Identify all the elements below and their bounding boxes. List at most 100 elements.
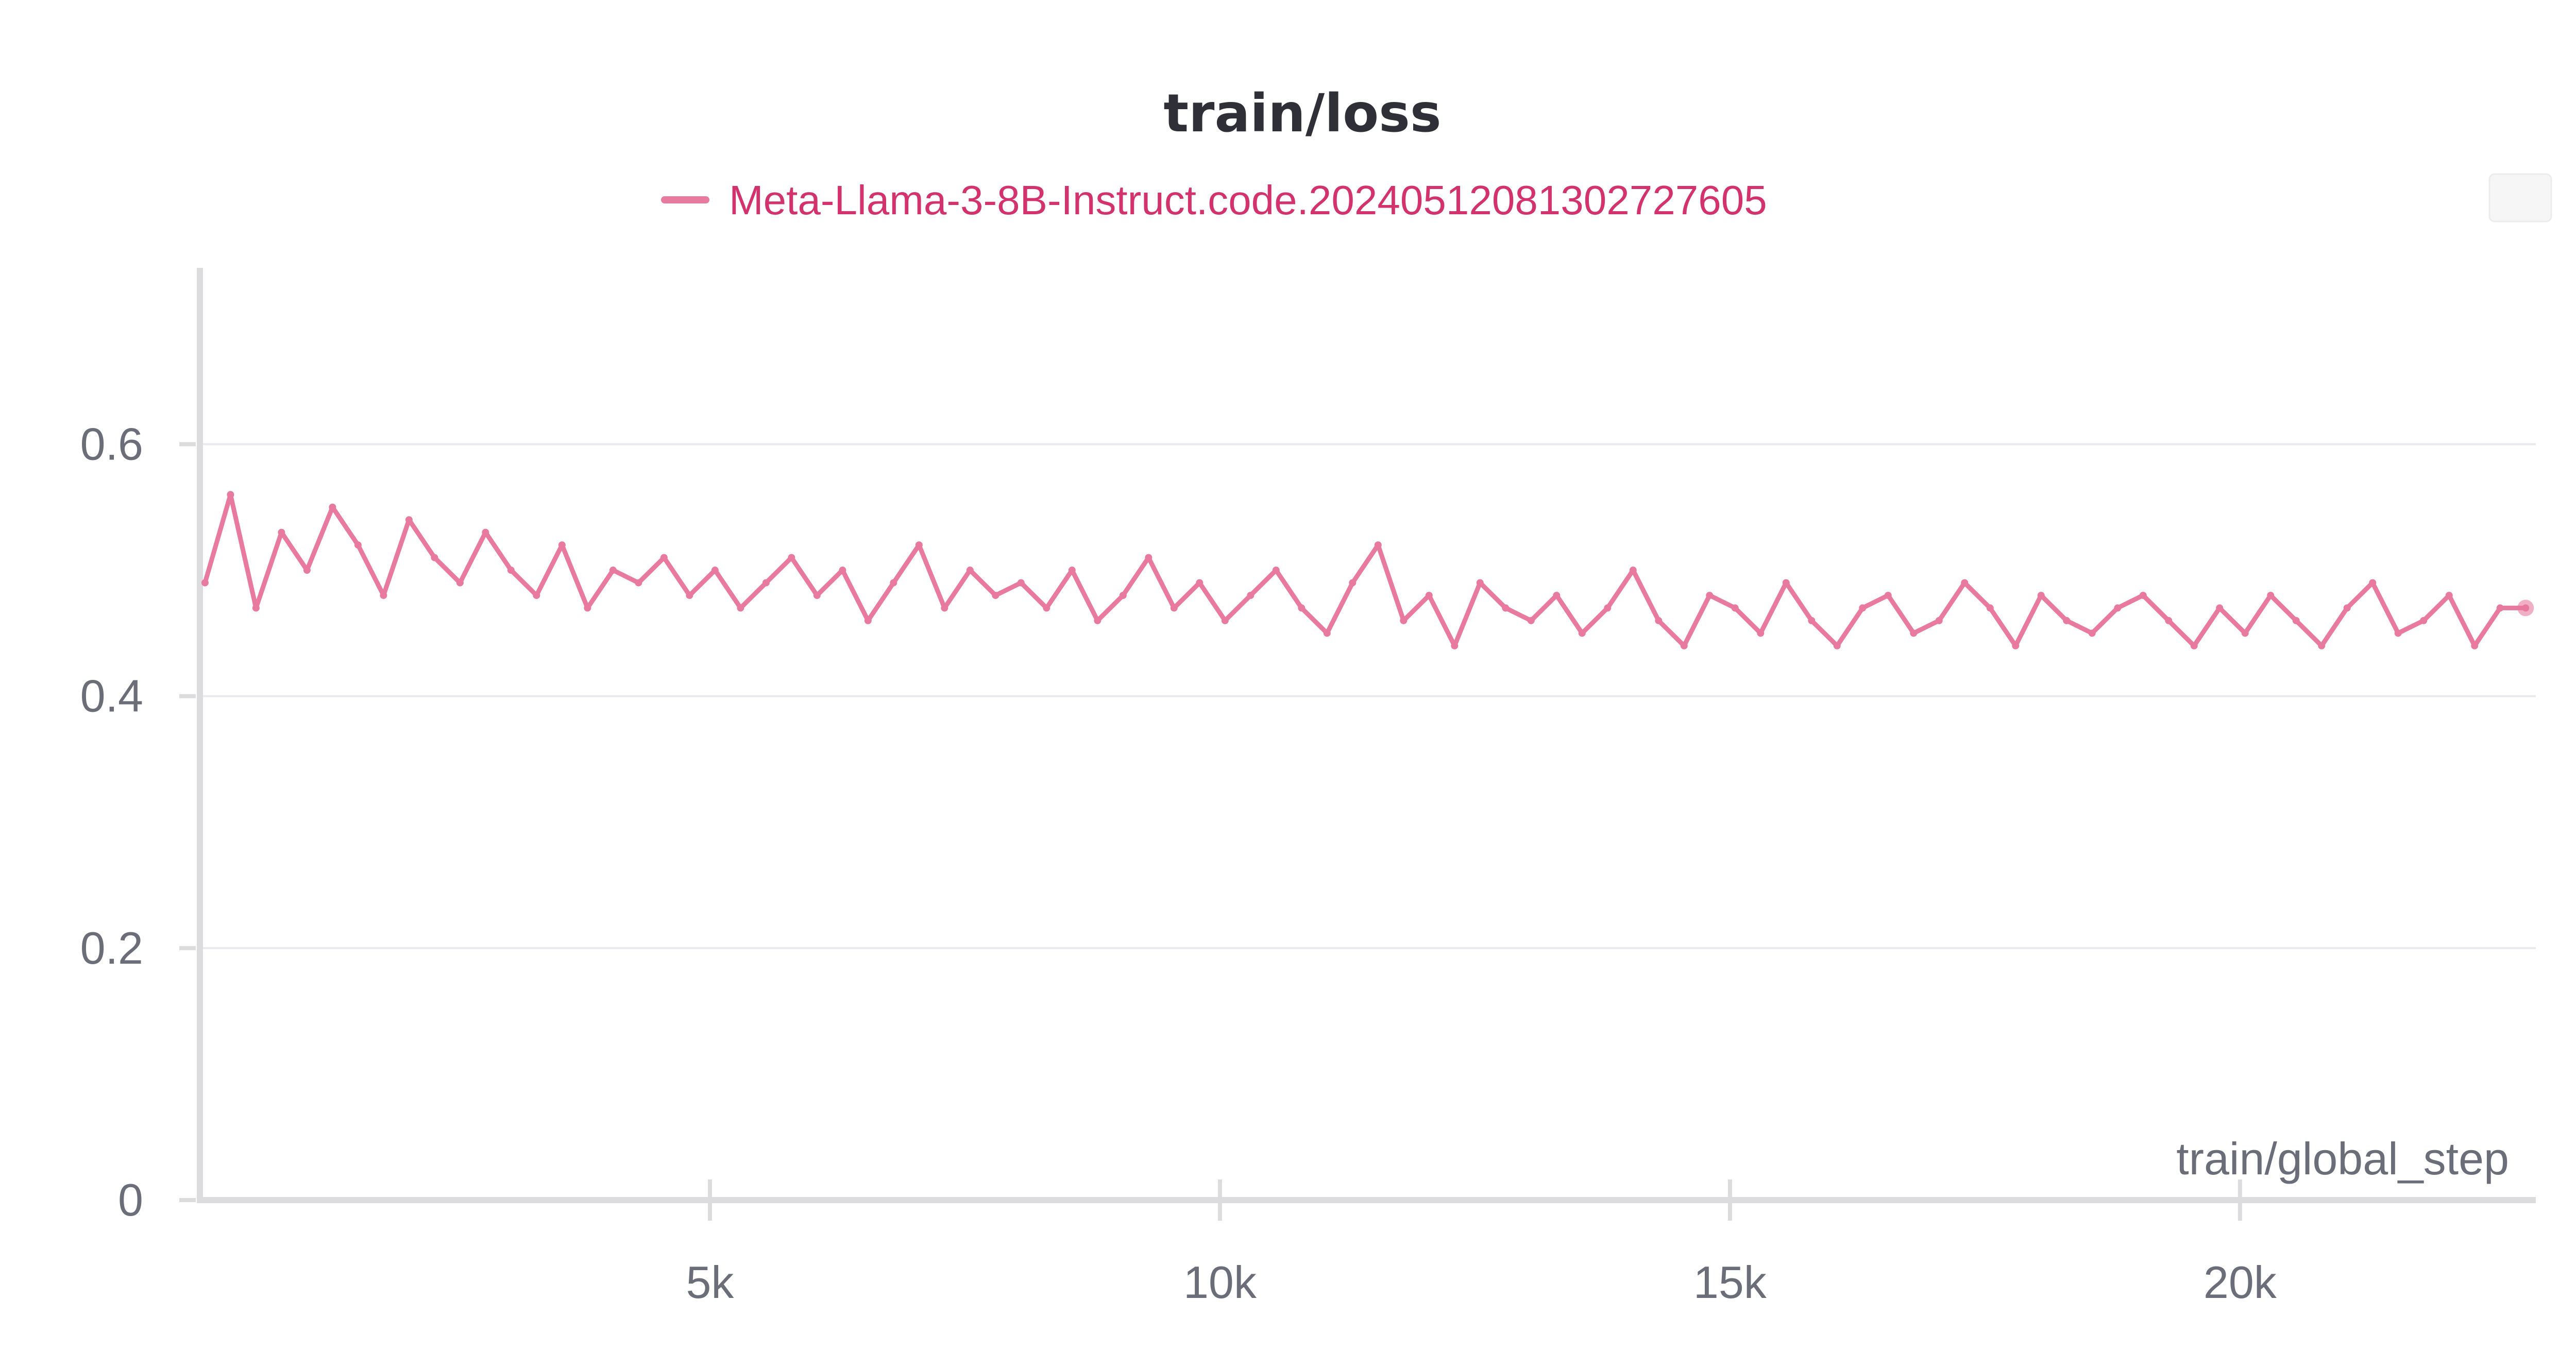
data-point <box>1808 617 1816 624</box>
data-point <box>1833 642 1841 649</box>
data-point <box>482 528 489 536</box>
x-tick-label: 5k <box>686 1257 734 1308</box>
y-ticks: 0 0.2 0.4 0.6 <box>80 418 196 1225</box>
data-point <box>1425 591 1433 599</box>
data-point <box>1094 617 1101 624</box>
data-point <box>992 591 999 599</box>
data-point <box>686 591 693 599</box>
data-point <box>252 604 260 612</box>
data-point <box>711 567 719 574</box>
data-point <box>1451 642 1459 649</box>
data-point <box>864 617 872 624</box>
data-point <box>1119 591 1127 599</box>
legend-series-label: Meta-Llama-3-8B-Instruct.code.2024051208… <box>729 177 1767 223</box>
y-tick-label: 0 <box>118 1174 143 1225</box>
data-point <box>1502 604 1510 612</box>
data-point <box>584 604 591 612</box>
data-point <box>1604 604 1612 612</box>
data-point <box>1476 579 1484 587</box>
data-point <box>1527 617 1535 624</box>
data-point <box>2241 629 2249 637</box>
data-point <box>2190 642 2198 649</box>
data-point <box>915 541 923 549</box>
data-point <box>2037 591 2045 599</box>
data-point <box>1986 604 1994 612</box>
data-point <box>2267 591 2275 599</box>
data-point <box>1400 617 1408 624</box>
data-point <box>1961 579 1969 587</box>
data-point <box>1655 617 1663 624</box>
data-point <box>2216 604 2224 612</box>
data-point <box>380 591 387 599</box>
data-point <box>1221 617 1229 624</box>
data-point <box>635 579 642 587</box>
data-point <box>890 579 897 587</box>
data-point <box>558 541 566 549</box>
y-tick-label: 0.2 <box>80 922 143 973</box>
data-point <box>813 591 821 599</box>
data-point <box>354 541 362 549</box>
data-point <box>2318 642 2326 649</box>
series-group <box>201 491 2534 649</box>
data-point <box>737 604 744 612</box>
data-point <box>1910 629 1918 637</box>
data-point <box>762 579 770 587</box>
data-point <box>278 528 285 536</box>
data-point <box>431 554 438 561</box>
data-point <box>1884 591 1892 599</box>
data-point <box>941 604 948 612</box>
data-point <box>1298 604 1306 612</box>
data-point <box>1935 617 1943 624</box>
data-point <box>405 516 413 524</box>
data-point <box>1706 591 1714 599</box>
legend[interactable]: Meta-Llama-3-8B-Instruct.code.2024051208… <box>661 177 1767 223</box>
data-point <box>660 554 668 561</box>
data-point <box>1145 554 1153 561</box>
data-point <box>2420 617 2428 624</box>
data-point <box>1017 579 1025 587</box>
data-point <box>1043 604 1050 612</box>
data-point <box>2088 629 2096 637</box>
legend-menu-button[interactable] <box>2488 173 2552 223</box>
data-point <box>303 567 311 574</box>
data-point <box>1068 567 1076 574</box>
data-point <box>966 567 974 574</box>
data-point <box>227 491 234 499</box>
series-line[interactable] <box>202 492 2528 648</box>
data-point <box>2139 591 2147 599</box>
x-axis-title: train/global_step <box>2176 1133 2509 1184</box>
data-point <box>2496 604 2504 612</box>
data-point <box>788 554 795 561</box>
data-point <box>609 567 617 574</box>
data-point <box>533 591 540 599</box>
data-point <box>1374 541 1382 549</box>
data-point <box>1629 567 1637 574</box>
x-tick-label: 20k <box>2204 1257 2277 1308</box>
chart-title: train/loss <box>1163 83 1441 144</box>
series-end-marker <box>2517 600 2534 617</box>
x-tick-label: 10k <box>1183 1257 1257 1308</box>
data-point <box>201 579 209 587</box>
data-point <box>2471 642 2479 649</box>
data-point <box>1349 579 1357 587</box>
data-point <box>1859 604 1867 612</box>
data-point <box>2063 617 2071 624</box>
data-point <box>1680 642 1688 649</box>
data-point <box>2165 617 2173 624</box>
data-point <box>1782 579 1790 587</box>
data-point <box>839 567 846 574</box>
data-point <box>2012 642 2020 649</box>
grid-lines <box>200 443 2536 949</box>
data-point <box>507 567 515 574</box>
data-point <box>1553 591 1561 599</box>
data-point <box>2369 579 2377 587</box>
data-point <box>329 503 336 511</box>
data-point <box>2394 629 2402 637</box>
data-point <box>2114 604 2122 612</box>
x-tick-label: 15k <box>1693 1257 1767 1308</box>
data-point <box>2292 617 2300 624</box>
y-tick-label: 0.4 <box>80 671 143 722</box>
data-point <box>1247 591 1255 599</box>
y-tick-label: 0.6 <box>80 418 143 469</box>
